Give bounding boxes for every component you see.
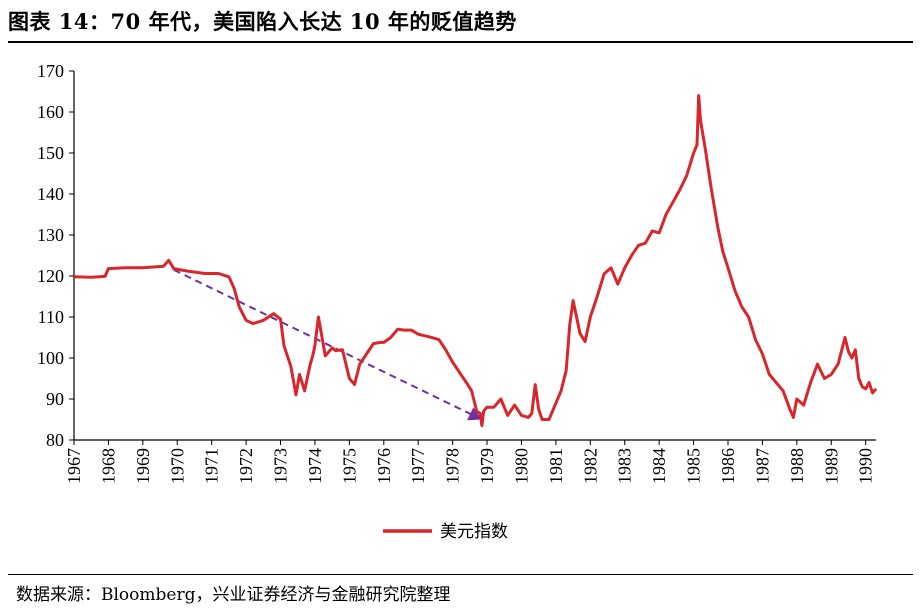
x-tick-label: 1974 [305, 448, 325, 484]
x-tick-label: 1982 [580, 448, 600, 484]
y-tick-label: 170 [37, 61, 64, 81]
y-tick-label: 110 [38, 307, 64, 327]
x-tick-label: 1989 [821, 448, 841, 484]
title-rule [8, 41, 913, 43]
x-tick-label: 1985 [684, 448, 704, 484]
legend-label: 美元指数 [440, 522, 508, 542]
series-lines [73, 94, 878, 428]
trend-arrow-head [467, 407, 482, 421]
x-tick-label: 1970 [167, 448, 187, 484]
x-tick-label: 1979 [477, 448, 497, 484]
y-tick-label: 160 [37, 102, 64, 122]
y-tick-label: 150 [37, 143, 64, 163]
x-tick-label: 1981 [546, 448, 566, 484]
x-tick-label: 1983 [615, 448, 635, 484]
x-tick-label: 1990 [856, 448, 876, 484]
x-tick-label: 1975 [339, 448, 359, 484]
trend-arrow-line [173, 268, 483, 421]
x-axis-ticks: 1967 1968 1969 1970 1971 1972 1973 1974 1975 1976… [64, 440, 876, 484]
x-tick-label: 1984 [649, 448, 669, 484]
y-tick-label: 130 [37, 225, 64, 245]
x-tick-label: 1978 [443, 448, 463, 484]
source-rule [8, 574, 913, 575]
x-tick-label: 1968 [98, 448, 118, 484]
trend-annotation [173, 268, 483, 421]
axes [73, 71, 876, 441]
legend: 美元指数 [383, 522, 508, 542]
y-tick-label: 90 [46, 389, 64, 409]
y-tick-label: 80 [46, 430, 64, 450]
x-tick-label: 1973 [271, 448, 291, 484]
chart-title: 图表 14：70 年代，美国陷入长达 10 年的贬值趋势 [8, 9, 517, 34]
source-note: 数据来源：Bloomberg，兴业证券经济与金融研究院整理 [16, 585, 451, 605]
y-tick-label: 120 [37, 266, 64, 286]
x-tick-label: 1971 [202, 448, 222, 484]
x-tick-label: 1967 [64, 448, 84, 484]
x-tick-label: 1972 [236, 448, 256, 484]
x-tick-label: 1969 [133, 448, 153, 484]
x-tick-label: 1980 [511, 448, 531, 484]
x-tick-label: 1976 [374, 448, 394, 484]
y-tick-label: 140 [37, 184, 64, 204]
y-tick-label: 100 [37, 348, 64, 368]
x-tick-label: 1987 [752, 448, 772, 484]
x-tick-label: 1977 [408, 448, 428, 484]
x-tick-label: 1988 [787, 448, 807, 484]
series-line-0 [73, 94, 878, 428]
y-axis-ticks: 80 90 100 110 120 130 140 150 160 170 [37, 61, 74, 450]
x-tick-label: 1986 [718, 448, 738, 484]
